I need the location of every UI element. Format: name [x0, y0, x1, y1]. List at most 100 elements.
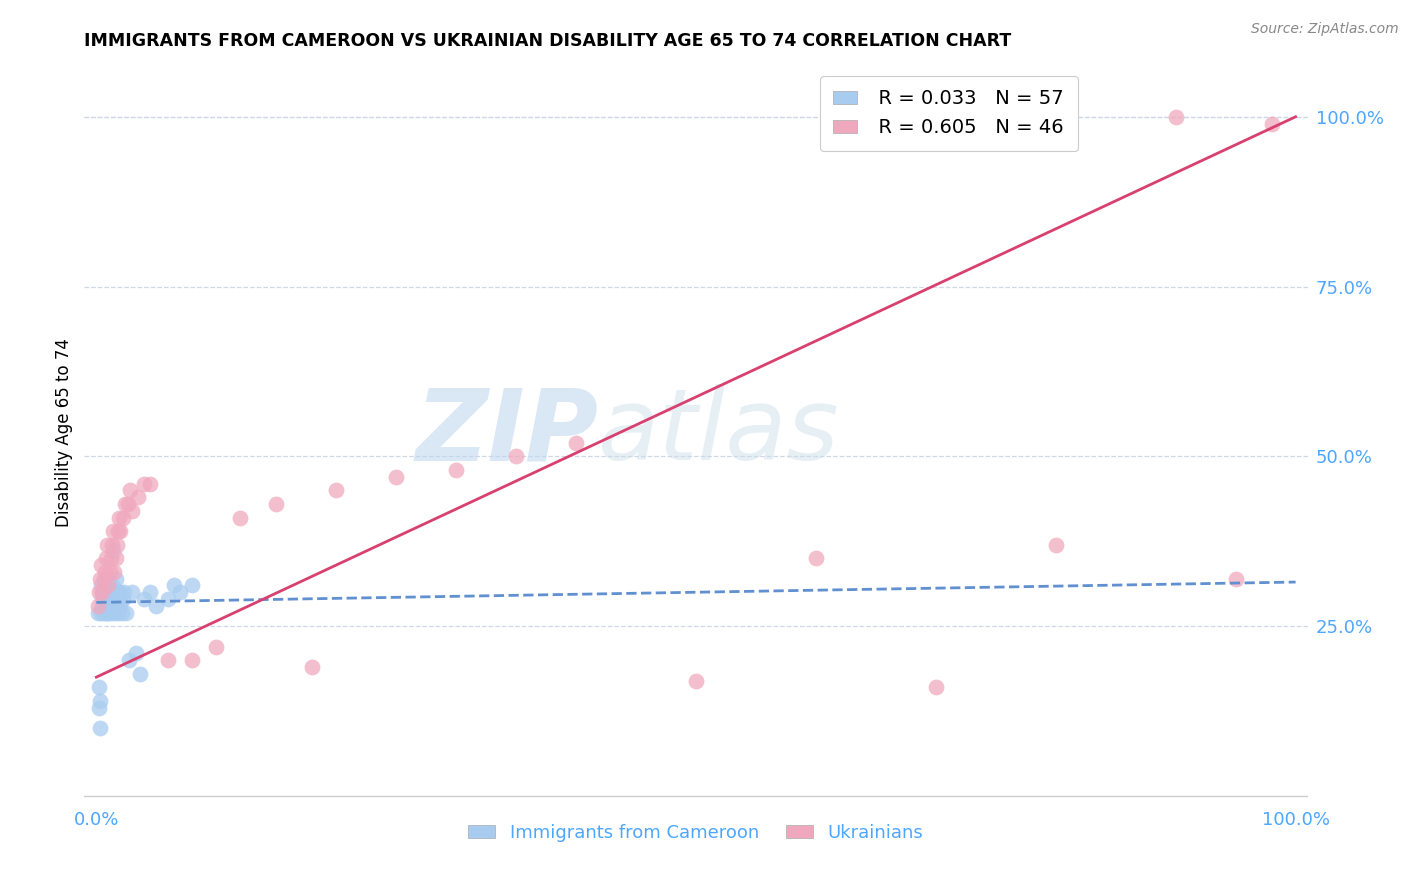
Point [94, 551, 117, 566]
Point [86, 599, 108, 613]
Point [117, 497, 139, 511]
Point [86, 606, 108, 620]
Point [804, 551, 827, 566]
Point [108, 592, 131, 607]
Point [93, 578, 117, 592]
Point [163, 578, 186, 592]
Point [101, 599, 124, 613]
Legend: Immigrants from Cameroon, Ukrainians: Immigrants from Cameroon, Ukrainians [461, 817, 931, 849]
Point [110, 585, 132, 599]
Text: ZIP: ZIP [415, 384, 598, 481]
Point [90, 606, 112, 620]
Point [444, 463, 467, 477]
Point [97, 578, 120, 592]
Point [104, 572, 127, 586]
Point [125, 646, 148, 660]
Point [91, 585, 114, 599]
Point [91, 585, 114, 599]
Point [110, 599, 132, 613]
Point [121, 585, 143, 599]
Point [325, 483, 347, 498]
Point [118, 653, 141, 667]
Point [96, 599, 118, 613]
Point [107, 524, 129, 538]
Point [685, 673, 707, 688]
Point [108, 510, 131, 524]
Point [98, 565, 121, 579]
Point [97, 578, 120, 592]
Point [118, 483, 141, 498]
Point [93, 585, 115, 599]
Point [96, 538, 118, 552]
Point [105, 538, 128, 552]
Point [91, 592, 114, 607]
Point [100, 585, 122, 599]
Point [110, 606, 132, 620]
Point [114, 497, 136, 511]
Point [97, 592, 120, 607]
Point [87, 700, 110, 714]
Point [100, 599, 122, 613]
Text: IMMIGRANTS FROM CAMEROON VS UKRAINIAN DISABILITY AGE 65 TO 74 CORRELATION CHART: IMMIGRANTS FROM CAMEROON VS UKRAINIAN DI… [84, 32, 1011, 50]
Point [565, 435, 588, 450]
Point [134, 476, 156, 491]
Point [104, 551, 127, 566]
Point [87, 585, 110, 599]
Point [169, 585, 191, 599]
Point [264, 497, 287, 511]
Point [103, 565, 125, 579]
Point [103, 585, 125, 599]
Point [111, 510, 134, 524]
Point [1260, 117, 1282, 131]
Point [139, 585, 162, 599]
Point [89, 721, 111, 735]
Point [101, 578, 124, 592]
Point [107, 585, 129, 599]
Y-axis label: Disability Age 65 to 74: Disability Age 65 to 74 [55, 338, 73, 527]
Point [103, 606, 125, 620]
Point [110, 524, 132, 538]
Point [112, 585, 135, 599]
Point [100, 551, 122, 566]
Point [93, 572, 115, 586]
Point [134, 592, 156, 607]
Point [96, 572, 118, 586]
Point [145, 599, 167, 613]
Point [96, 592, 118, 607]
Point [93, 599, 117, 613]
Point [1164, 110, 1187, 124]
Point [385, 469, 408, 483]
Point [105, 599, 128, 613]
Point [93, 565, 117, 579]
Point [104, 592, 127, 607]
Point [229, 510, 252, 524]
Point [91, 599, 114, 613]
Point [98, 585, 121, 599]
Point [94, 585, 117, 599]
Point [925, 681, 948, 695]
Point [181, 653, 204, 667]
Point [301, 660, 323, 674]
Point [205, 640, 228, 654]
Point [93, 606, 115, 620]
Point [101, 544, 124, 558]
Point [157, 592, 180, 607]
Point [111, 592, 134, 607]
Point [101, 538, 124, 552]
Point [94, 606, 117, 620]
Point [101, 524, 124, 538]
Point [128, 666, 150, 681]
Point [93, 592, 115, 607]
Point [1225, 572, 1247, 586]
Point [89, 694, 111, 708]
Point [121, 504, 143, 518]
Point [98, 606, 121, 620]
Point [90, 558, 112, 572]
Point [505, 450, 527, 464]
Point [101, 592, 124, 607]
Point [139, 476, 162, 491]
Point [157, 653, 180, 667]
Point [97, 606, 120, 620]
Point [181, 578, 204, 592]
Point [1045, 538, 1067, 552]
